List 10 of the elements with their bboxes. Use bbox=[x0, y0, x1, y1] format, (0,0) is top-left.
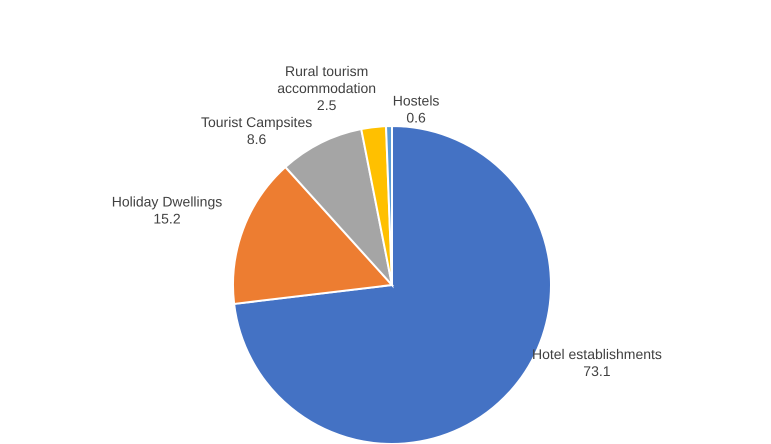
slice-label: Hotel establishments bbox=[532, 346, 662, 362]
slice-label: Tourist Campsites bbox=[200, 114, 312, 130]
data-label: 15.2 bbox=[153, 210, 181, 227]
slice-label: Holiday Dwellings bbox=[112, 194, 222, 210]
data-label: 8.6 bbox=[246, 130, 267, 147]
data-label: 2.5 bbox=[316, 97, 337, 114]
data-label: 73.1 bbox=[583, 362, 611, 379]
data-label: 0.6 bbox=[406, 109, 426, 126]
slice-label: Rural tourism accommodation bbox=[277, 63, 376, 96]
slice-label: Hostels bbox=[392, 92, 440, 108]
